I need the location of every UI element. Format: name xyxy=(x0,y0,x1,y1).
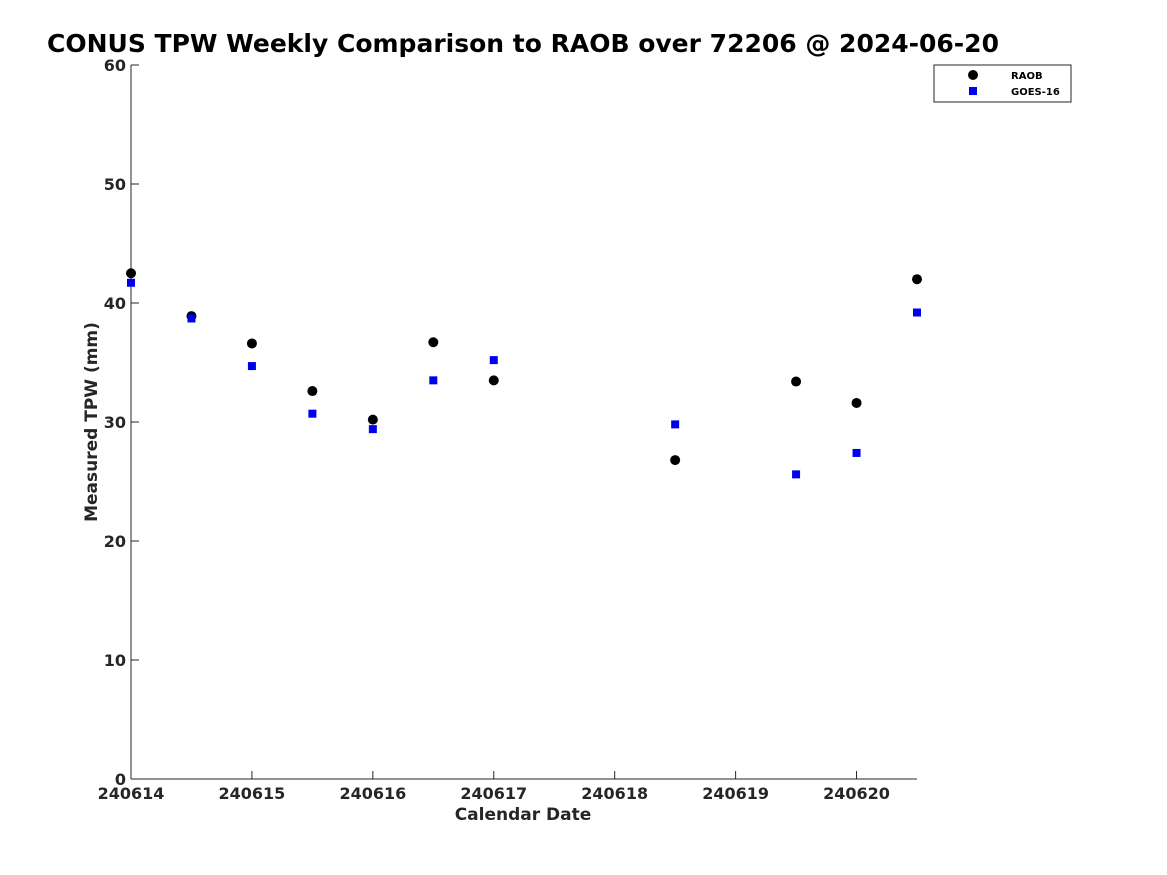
raob-point xyxy=(367,414,378,425)
legend-entry-label: GOES-16 xyxy=(1011,87,1060,98)
x-tick-label: 240614 xyxy=(98,784,165,803)
goes16-point xyxy=(792,470,801,479)
goes16-point xyxy=(913,308,921,317)
y-axis-label: Measured TPW (mm) xyxy=(82,322,102,522)
goes16-point xyxy=(127,278,135,287)
data-points xyxy=(126,268,922,479)
x-tick-label: 240618 xyxy=(581,784,648,803)
goes16-point xyxy=(368,425,377,434)
legend-box xyxy=(933,64,1072,103)
raob-point xyxy=(307,386,318,397)
legend-goes16-marker xyxy=(969,87,977,95)
x-tick-label: 240616 xyxy=(339,784,406,803)
goes16-point xyxy=(489,356,498,365)
y-tick-label: 60 xyxy=(104,56,126,75)
y-tick-label: 10 xyxy=(104,651,126,670)
x-tick-label: 240619 xyxy=(702,784,769,803)
x-axis-label: Calendar Date xyxy=(455,805,592,825)
goes16-point xyxy=(308,409,317,418)
x-tick-label: 240617 xyxy=(460,784,527,803)
raob-point xyxy=(791,376,802,387)
raob-point xyxy=(670,455,681,466)
y-axis-ticks: 0 10 20 30 40 50 60 xyxy=(104,56,139,789)
x-axis-ticks: 240614 240615 240616 240617 240618 240619 2406… xyxy=(98,771,890,803)
goes16-point xyxy=(671,420,680,429)
goes16-point xyxy=(429,376,438,385)
goes16-point xyxy=(852,448,861,457)
chart-title: CONUS TPW Weekly Comparison to RAOB over… xyxy=(47,29,999,58)
raob-point xyxy=(246,338,257,349)
legend-entry-label: RAOB xyxy=(1011,71,1043,82)
legend-raob-marker xyxy=(968,70,978,80)
x-tick-label: 240615 xyxy=(219,784,286,803)
legend: RAOB GOES-16 xyxy=(933,64,1072,103)
raob-point xyxy=(126,268,136,279)
x-tick-label: 240620 xyxy=(823,784,890,803)
y-tick-label: 50 xyxy=(104,175,126,194)
goes16-point xyxy=(187,314,196,323)
y-tick-label: 30 xyxy=(104,413,126,432)
raob-point xyxy=(912,274,922,285)
goes16-point xyxy=(247,362,256,371)
raob-point xyxy=(488,375,499,386)
y-tick-label: 40 xyxy=(104,294,126,313)
y-tick-label: 20 xyxy=(104,532,126,551)
raob-point xyxy=(851,397,862,408)
raob-point xyxy=(428,337,439,348)
y-tick-label: 0 xyxy=(115,770,126,789)
